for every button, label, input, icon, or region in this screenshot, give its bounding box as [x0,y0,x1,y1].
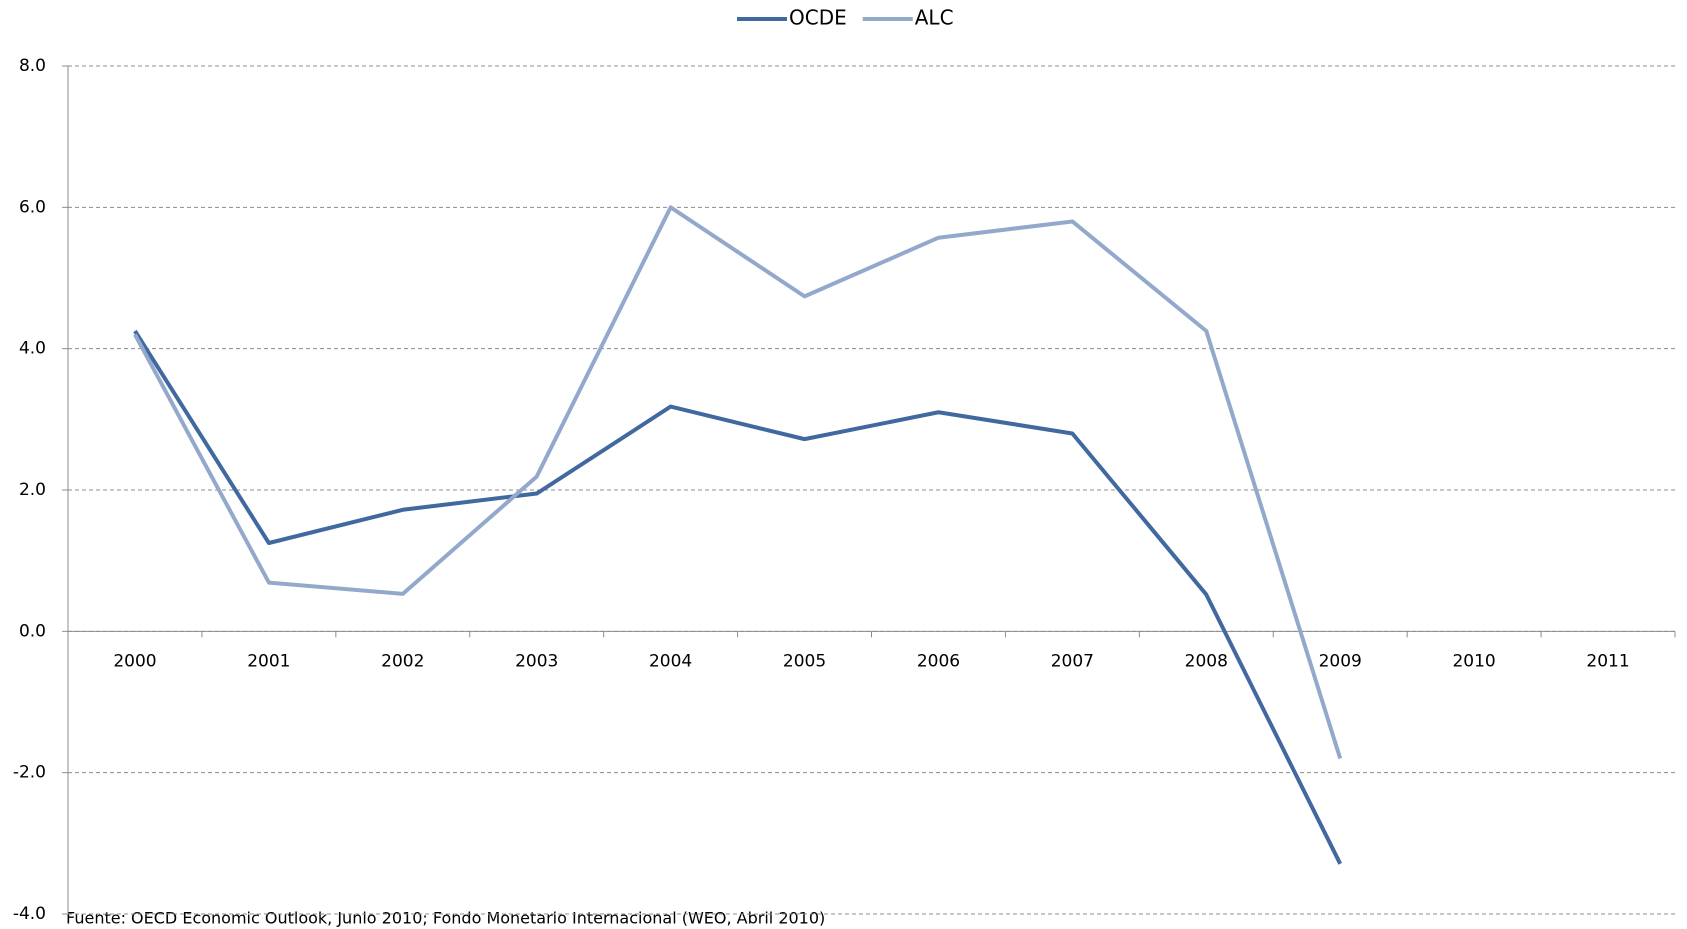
x-tick-label: 2009 [1319,651,1362,671]
x-tick-label: 2010 [1452,651,1495,671]
legend-label: OCDE [789,6,847,30]
line-series [133,205,1343,760]
x-tick-label: 2001 [247,651,290,671]
x-tick-label: 2000 [113,651,156,671]
source-note: Fuente: OECD Economic Outlook, Junio 201… [66,909,825,928]
y-tick-label: -4.0 [13,904,46,924]
x-tick-label: 2005 [783,651,826,671]
x-tick-label: 2007 [1051,651,1094,671]
y-tick-label: 0.0 [19,621,46,641]
y-tick-label: 8.0 [19,56,46,76]
x-tick-label: 2003 [515,651,558,671]
x-tick-label: 2002 [381,651,424,671]
legend-label: ALC [915,6,954,30]
y-tick-label: 2.0 [19,480,46,500]
x-tick-label: 2006 [917,651,960,671]
y-tick-label: -2.0 [13,763,46,783]
y-tick-label: 6.0 [19,197,46,217]
x-tick-label: 2011 [1586,651,1629,671]
x-tick-label: 2004 [649,651,692,671]
y-tick-label: 4.0 [19,339,46,359]
x-tick-label: 2008 [1185,651,1228,671]
line-series [133,329,1343,865]
